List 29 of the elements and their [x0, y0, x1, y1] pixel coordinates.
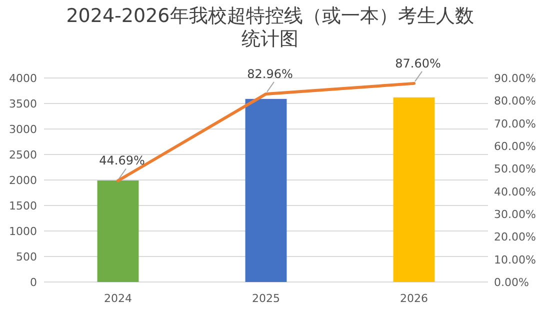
y-tick-label: 2500	[9, 148, 37, 162]
data-label: 87.60%	[395, 56, 441, 70]
y2-tick-label: 20.00%	[494, 230, 536, 244]
y2-tick-label: 0.00%	[494, 276, 529, 289]
y-tick-label: 3500	[9, 98, 37, 110]
y2-tick-label: 90.00%	[494, 72, 536, 85]
y-tick-label: 1500	[9, 200, 37, 212]
y2-tick-label: 50.00%	[494, 162, 536, 176]
y-tick-label: 1000	[9, 225, 37, 238]
bar	[393, 97, 435, 282]
data-label: 44.69%	[99, 154, 145, 168]
y-tick-label: 500	[16, 250, 37, 264]
chart-title: 2024-2026年我校超特控线（或一本）考生人数统计图	[66, 5, 474, 50]
y2-tick-label: 40.00%	[494, 185, 536, 198]
y-tick-label: 4000	[9, 72, 37, 85]
y2-tick-label: 60.00%	[494, 140, 536, 153]
y-tick-label: 3000	[9, 123, 37, 136]
y2-tick-label: 10.00%	[494, 253, 536, 266]
x-tick-label: 2024	[104, 292, 132, 305]
y2-tick-label: 70.00%	[494, 117, 536, 130]
y2-tick-label: 30.00%	[494, 208, 536, 221]
y2-tick-label: 80.00%	[494, 94, 536, 108]
x-tick-label: 2025	[252, 292, 280, 305]
x-tick-label: 2026	[400, 292, 428, 305]
data-label: 82.96%	[247, 66, 293, 81]
y-tick-label: 2000	[9, 174, 37, 187]
bar	[97, 180, 139, 282]
y-tick-label: 0	[30, 276, 37, 289]
bar	[245, 98, 287, 282]
